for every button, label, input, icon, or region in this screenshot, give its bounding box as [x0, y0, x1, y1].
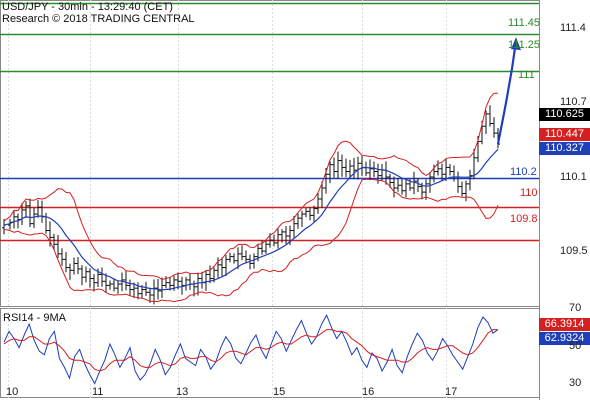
- rsi-ma-line: [3, 329, 498, 372]
- rsi-tick-50: 50: [569, 340, 582, 352]
- y-tick-110-7: 110.7: [560, 96, 587, 108]
- moving-average-badge: 110.327: [539, 142, 590, 155]
- x-tick-11: 11: [92, 386, 104, 398]
- level-label-110: 110: [520, 187, 538, 199]
- chart-title: USD/JPY - 30min - 13:29:40 (CET): [2, 1, 173, 13]
- x-tick-15: 15: [273, 386, 286, 398]
- rsi-ma-value-badge: 62.9324: [539, 332, 590, 345]
- rsi-line: [3, 314, 499, 385]
- x-tick-13: 13: [176, 386, 189, 398]
- forecast-arrow-line: [496, 41, 518, 145]
- x-tick-17: 17: [445, 386, 458, 398]
- level-label-109-8: 109.8: [510, 213, 538, 225]
- bollinger-lower-band: [3, 178, 499, 303]
- rsi-tick-70: 70: [569, 302, 582, 314]
- level-label-110-2: 110.2: [510, 166, 537, 178]
- chart-subtitle: Research © 2018 TRADING CENTRAL: [2, 13, 195, 25]
- rsi-title: RSI14 - 9MA: [3, 312, 66, 324]
- rsi-tick-30: 30: [569, 377, 582, 389]
- y-tick-111-4: 111.4: [560, 22, 586, 34]
- y-tick-110-1: 110.1: [560, 171, 587, 183]
- bollinger-upper-band: [3, 92, 499, 281]
- level-label-111: 111: [518, 69, 535, 81]
- level-label-111-45: 111.45: [508, 17, 541, 29]
- main-panel-frame: [0, 0, 540, 307]
- y-tick-109-5: 109.5: [560, 245, 588, 257]
- upper-band-badge: 110.447: [539, 128, 590, 141]
- rsi-value-badge: 66.3914: [539, 318, 590, 331]
- level-label-111-25: 111.25: [508, 39, 541, 51]
- current-price-badge: 110.625: [539, 108, 590, 121]
- x-tick-16: 16: [362, 386, 375, 398]
- forecast-arrow-head: [511, 37, 521, 51]
- x-tick-10: 10: [6, 386, 19, 398]
- moving-average-line: [3, 148, 499, 291]
